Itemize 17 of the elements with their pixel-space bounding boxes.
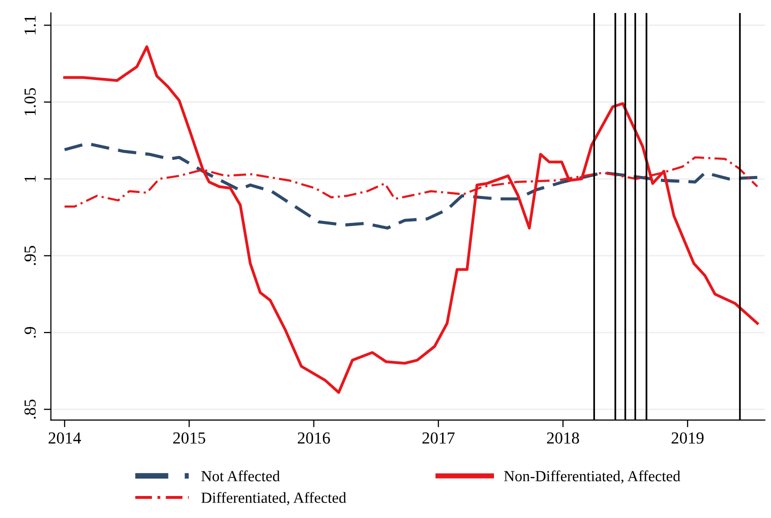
y-tick-label: 1.05 [24, 88, 36, 116]
y-tick-label: 1.1 [24, 16, 36, 34]
x-tick-label: 2014 [48, 432, 81, 444]
y-tick-label: 1 [24, 176, 36, 182]
y-tick-label: .85 [24, 400, 36, 419]
x-tick-label: 2019 [672, 432, 704, 444]
legend-label: Non-Differentiated, Affected [504, 470, 680, 484]
y-tick-label: .95 [24, 246, 36, 266]
legend-label: Differentiated, Affected [201, 492, 346, 506]
line-series [63, 45, 759, 394]
x-tick-label: 2018 [547, 432, 580, 444]
x-tick-label: 2016 [298, 432, 330, 444]
line-series [63, 142, 759, 230]
x-tick-label: 2015 [173, 432, 206, 444]
legend-label: Not Affected [201, 470, 280, 482]
x-tick-label: 2017 [422, 432, 455, 444]
y-tick-label: .9 [24, 326, 36, 338]
